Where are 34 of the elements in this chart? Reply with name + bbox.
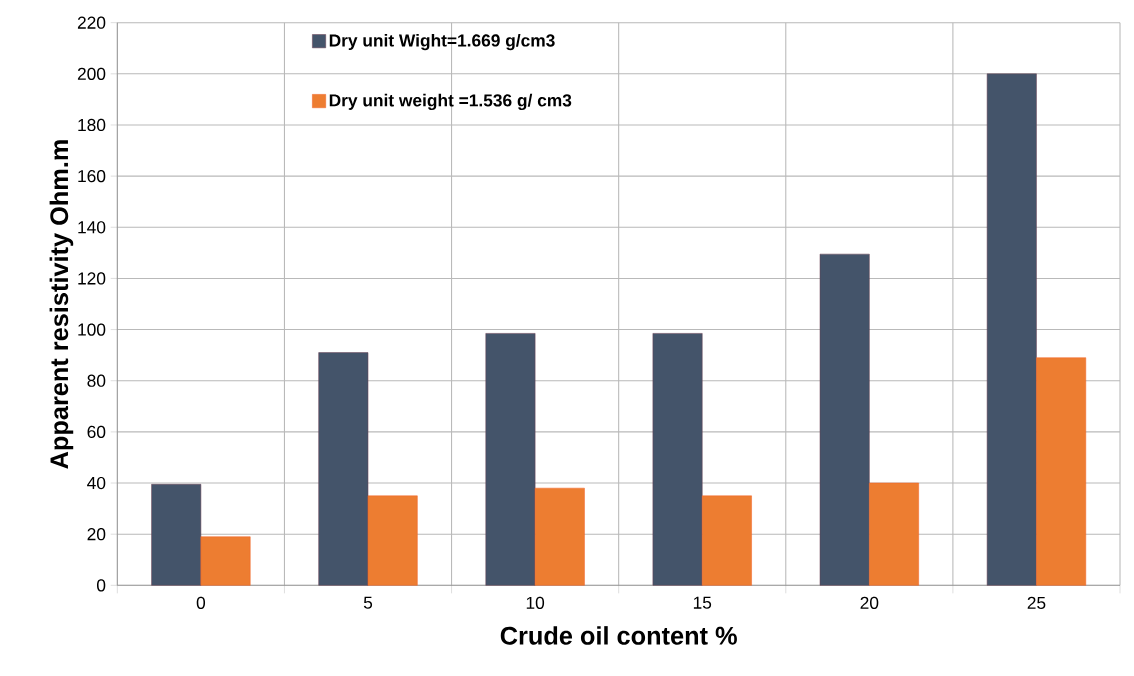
y-axis-title: Apparent resistivity Ohm.m: [49, 140, 74, 469]
x-tick-label: 20: [860, 596, 879, 609]
y-tick-label: 20: [87, 528, 106, 541]
legend-label: Dry unit weight =1.536 g/ cm3: [329, 93, 572, 111]
bar: [485, 333, 536, 586]
bar: [200, 536, 251, 586]
x-tick-label: 0: [196, 596, 206, 609]
bar: [367, 495, 418, 586]
bar: [986, 73, 1037, 586]
x-tick-label: 15: [693, 596, 712, 609]
bar: [819, 253, 870, 586]
bar: [869, 482, 919, 586]
x-tick-label: 25: [1027, 596, 1046, 609]
bar: [151, 484, 202, 586]
y-tick-label: 40: [87, 476, 106, 490]
y-tick-label: 140: [78, 221, 106, 234]
bar: [701, 495, 752, 586]
bar: [652, 333, 703, 586]
x-tick-label: 10: [526, 596, 545, 609]
y-tick-label: 100: [78, 323, 106, 336]
x-axis-title: Crude oil content %: [500, 626, 737, 645]
bar: [318, 352, 369, 586]
y-tick-label: 200: [77, 67, 106, 80]
x-tick-label: 5: [363, 596, 373, 609]
legend-label: Dry unit Wight=1.669 g/cm3: [329, 33, 555, 51]
bar: [534, 487, 585, 586]
y-tick-label: 0: [96, 579, 106, 592]
y-tick-label: 160: [78, 169, 106, 183]
bar: [1036, 357, 1087, 586]
y-tick-label: 80: [87, 374, 106, 387]
y-tick-label: 120: [78, 272, 106, 285]
y-tick-label: 60: [87, 425, 106, 439]
y-tick-label: 220: [77, 16, 106, 29]
y-tick-label: 180: [78, 118, 106, 132]
